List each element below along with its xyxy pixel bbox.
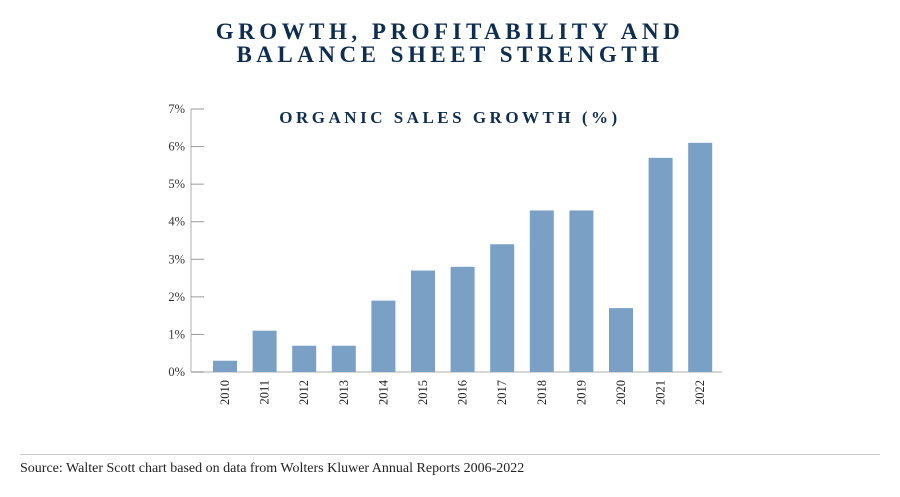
bar-2012 — [292, 345, 317, 372]
x-tick-label: 2020 — [614, 380, 628, 405]
y-tick-label: 1% — [168, 327, 185, 341]
y-tick-label: 7% — [168, 102, 185, 116]
bar-2013 — [331, 345, 356, 372]
chart-title: ORGANIC SALES GROWTH (%) — [279, 108, 620, 127]
y-tick-label: 0% — [168, 365, 185, 379]
bar-2020 — [609, 308, 633, 372]
page-title-line2: BALANCE SHEET STRENGTH — [236, 42, 664, 67]
x-tick-label: 2022 — [693, 380, 707, 405]
bar-2022 — [688, 142, 713, 372]
bar-chart: ORGANIC SALES GROWTH (%) 0% 1% 2% 3% 4% 5% 6% 7%… — [168, 102, 722, 405]
x-tick-label: 2014 — [376, 379, 390, 405]
x-tick-label: 2011 — [258, 380, 272, 405]
bar-2019 — [569, 210, 594, 372]
x-tick-label: 2013 — [337, 380, 351, 405]
bar-2021 — [648, 157, 673, 372]
page-title-line1: GROWTH, PROFITABILITY AND — [215, 19, 685, 44]
bar-2015 — [411, 270, 435, 372]
y-tick-label: 5% — [168, 177, 185, 191]
y-tick-label: 3% — [168, 252, 185, 266]
x-tick-label: 2016 — [456, 380, 470, 405]
bar-2018 — [529, 210, 554, 372]
source-note: Source: Walter Scott chart based on data… — [20, 461, 525, 476]
bar-2014 — [371, 300, 396, 372]
bar-2011 — [252, 330, 277, 372]
bar-2017 — [490, 244, 515, 372]
y-tick-label: 6% — [168, 140, 185, 154]
bar-2010 — [213, 360, 237, 372]
y-tick-label: 2% — [168, 290, 185, 304]
x-tick-label: 2021 — [654, 380, 668, 405]
x-tick-label: 2019 — [574, 380, 588, 405]
x-tick-label: 2017 — [495, 380, 509, 405]
x-tick-label: 2010 — [218, 380, 232, 405]
y-tick-label: 4% — [168, 215, 185, 229]
x-tick-label: 2018 — [535, 380, 549, 405]
x-tick-label: 2015 — [416, 380, 430, 405]
bar-2016 — [450, 266, 475, 372]
x-tick-label: 2012 — [297, 380, 311, 405]
divider — [20, 454, 880, 455]
